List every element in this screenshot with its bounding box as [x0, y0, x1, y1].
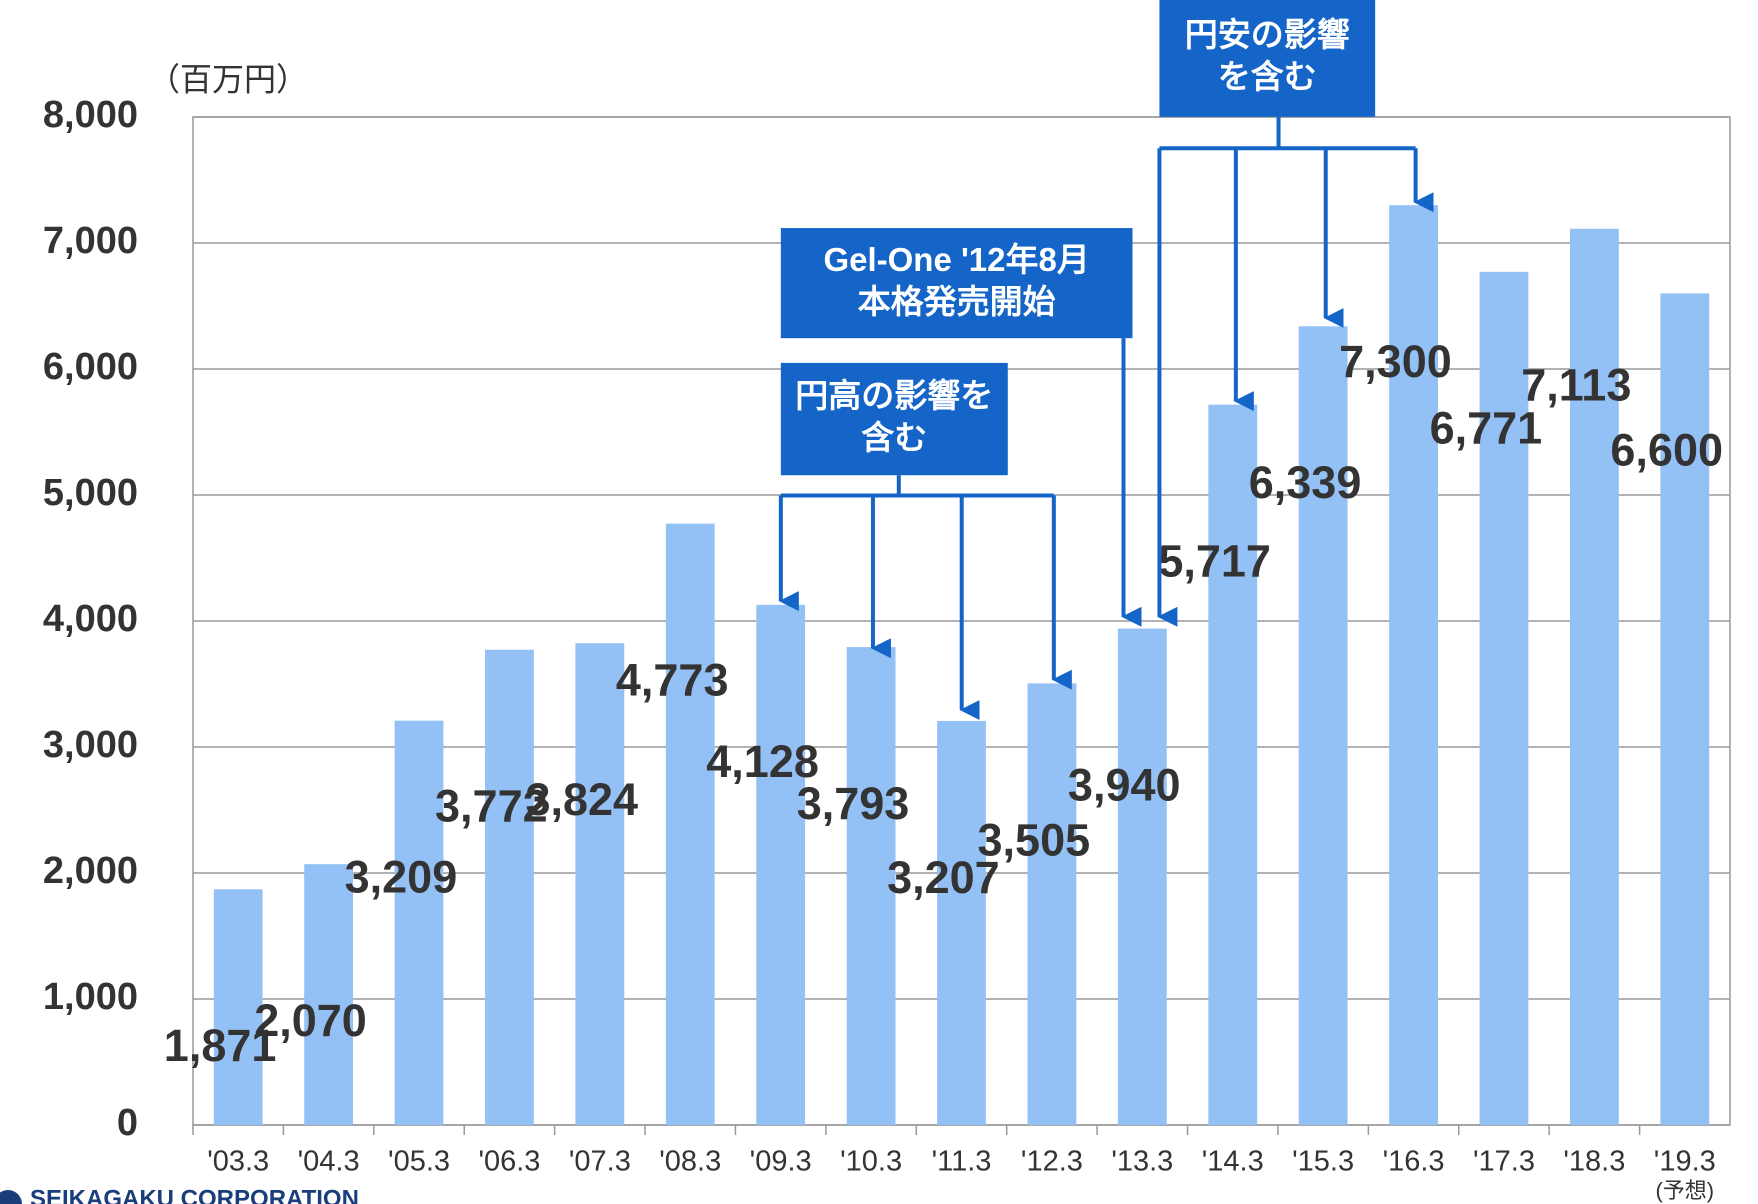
data-label: 3,772: [435, 781, 548, 832]
bar: [394, 720, 444, 1125]
x-tick-label: '04.3: [298, 1146, 360, 1178]
bar: [1569, 228, 1619, 1126]
x-tick-label: '06.3: [478, 1146, 540, 1178]
bar: [1298, 326, 1348, 1125]
bar: [485, 649, 534, 1125]
x-tick-label: '15.3: [1292, 1146, 1354, 1178]
x-tick-label: '13.3: [1111, 1146, 1173, 1178]
category-note: (予想): [1655, 1178, 1714, 1203]
bar: [1208, 404, 1258, 1126]
unit-label: （百万円）: [148, 61, 308, 97]
annotation-text: 本格発売開始: [858, 283, 1056, 320]
bar: [756, 604, 806, 1125]
bar: [1117, 628, 1167, 1125]
x-tick-label: '10.3: [840, 1146, 902, 1178]
data-label: 2,070: [254, 995, 367, 1046]
annotation-box: [780, 228, 1133, 339]
data-label: 3,793: [797, 778, 910, 829]
x-tick-label: '05.3: [388, 1146, 450, 1178]
data-label: 7,300: [1339, 336, 1452, 387]
y-tick-label: 5,000: [43, 472, 138, 514]
annotation-text: Gel-One '12年8月: [823, 241, 1089, 278]
bar: [213, 889, 263, 1125]
y-tick-label: 8,000: [43, 94, 138, 136]
x-tick-label: '18.3: [1563, 1146, 1625, 1178]
y-tick-label: 7,000: [43, 220, 138, 262]
x-tick-label: '19.3: [1654, 1146, 1716, 1178]
y-tick-label: 3,000: [43, 724, 138, 766]
data-label: 3,207: [887, 852, 1000, 903]
data-label: 6,600: [1610, 424, 1723, 475]
y-tick-label: 2,000: [43, 850, 138, 892]
x-tick-label: '11.3: [932, 1146, 992, 1178]
bar: [1660, 293, 1710, 1125]
data-label: 4,128: [706, 736, 819, 787]
annotation-box: [1159, 0, 1376, 117]
x-tick-label: '14.3: [1202, 1146, 1264, 1178]
annotation-text: 円高の影響を: [795, 377, 993, 414]
x-tick-label: '08.3: [659, 1146, 721, 1178]
annotation-box: [780, 362, 1008, 476]
y-tick-label: 0: [117, 1102, 138, 1144]
bar: [1479, 271, 1529, 1125]
data-label: 3,505: [978, 814, 1091, 865]
annotation-text: を含む: [1218, 58, 1317, 95]
data-label: 1,871: [164, 1020, 277, 1071]
bar: [846, 647, 896, 1125]
bar: [937, 720, 986, 1125]
x-tick-label: '09.3: [750, 1146, 812, 1178]
data-label: 4,773: [616, 654, 729, 705]
data-label: 5,717: [1158, 536, 1271, 587]
logo: [0, 1190, 22, 1204]
data-label: 3,940: [1068, 759, 1181, 810]
bar: [1027, 683, 1077, 1125]
x-tick-label: '03.3: [207, 1146, 269, 1178]
y-tick-label: 1,000: [43, 976, 138, 1018]
data-label: 3,824: [525, 774, 638, 825]
x-tick-label: '12.3: [1021, 1146, 1083, 1178]
bar: [1389, 205, 1438, 1125]
bar: [665, 523, 715, 1125]
footer: SEIKAGAKU CORPORATION: [30, 1185, 359, 1204]
y-tick-label: 6,000: [43, 346, 138, 388]
data-label: 6,339: [1249, 457, 1362, 508]
bar: [304, 864, 354, 1125]
data-label: 6,771: [1430, 403, 1543, 454]
y-tick-label: 4,000: [43, 598, 138, 640]
x-tick-label: '16.3: [1383, 1146, 1445, 1178]
data-label: 3,209: [345, 852, 458, 903]
annotation-text: 円安の影響: [1185, 16, 1350, 53]
x-tick-label: '07.3: [569, 1146, 631, 1178]
x-tick-label: '17.3: [1473, 1146, 1535, 1178]
annotation-text: 含む: [861, 419, 927, 456]
data-label: 7,113: [1521, 360, 1631, 411]
bar: [575, 643, 625, 1125]
